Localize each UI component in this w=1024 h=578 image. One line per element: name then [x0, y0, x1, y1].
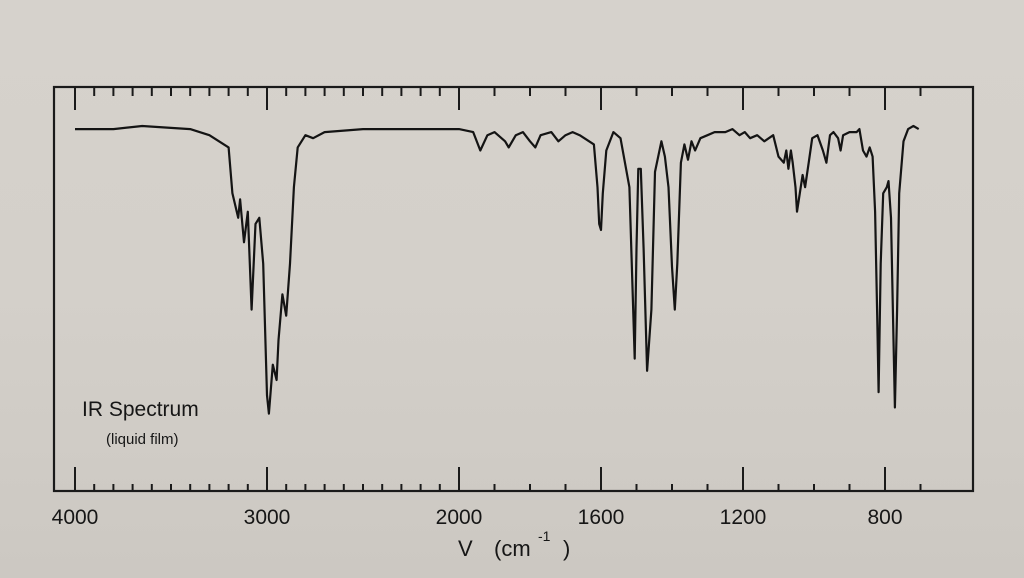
x-tick-label: 1600	[578, 506, 625, 529]
x-axis-label: V (cm -1 )	[458, 528, 570, 561]
chart-subtitle: (liquid film)	[106, 431, 179, 448]
top-axis-ticks	[74, 87, 922, 110]
plot-frame	[52, 85, 975, 493]
x-tick-label: 2000	[436, 506, 483, 529]
x-axis-symbol: V	[458, 536, 473, 561]
x-tick-label: 3000	[244, 506, 291, 529]
bottom-axis-ticks	[74, 467, 922, 491]
x-axis-unit-open: (cm	[494, 536, 531, 561]
x-tick-label: 1200	[720, 506, 767, 529]
x-axis-unit-close: )	[563, 536, 570, 561]
x-tick-labels: 4000 3000 2000 1600 1200 800	[52, 506, 903, 529]
chart-title: IR Spectrum	[82, 398, 199, 421]
x-tick-label: 800	[867, 506, 902, 529]
x-tick-label: 4000	[52, 506, 99, 529]
x-axis-unit-superscript: -1	[538, 528, 551, 544]
spectrum-trace	[75, 124, 920, 415]
